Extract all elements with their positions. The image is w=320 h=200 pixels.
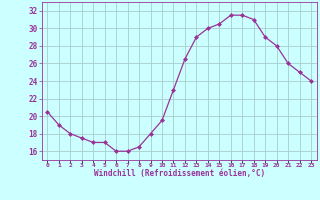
X-axis label: Windchill (Refroidissement éolien,°C): Windchill (Refroidissement éolien,°C) [94, 169, 265, 178]
